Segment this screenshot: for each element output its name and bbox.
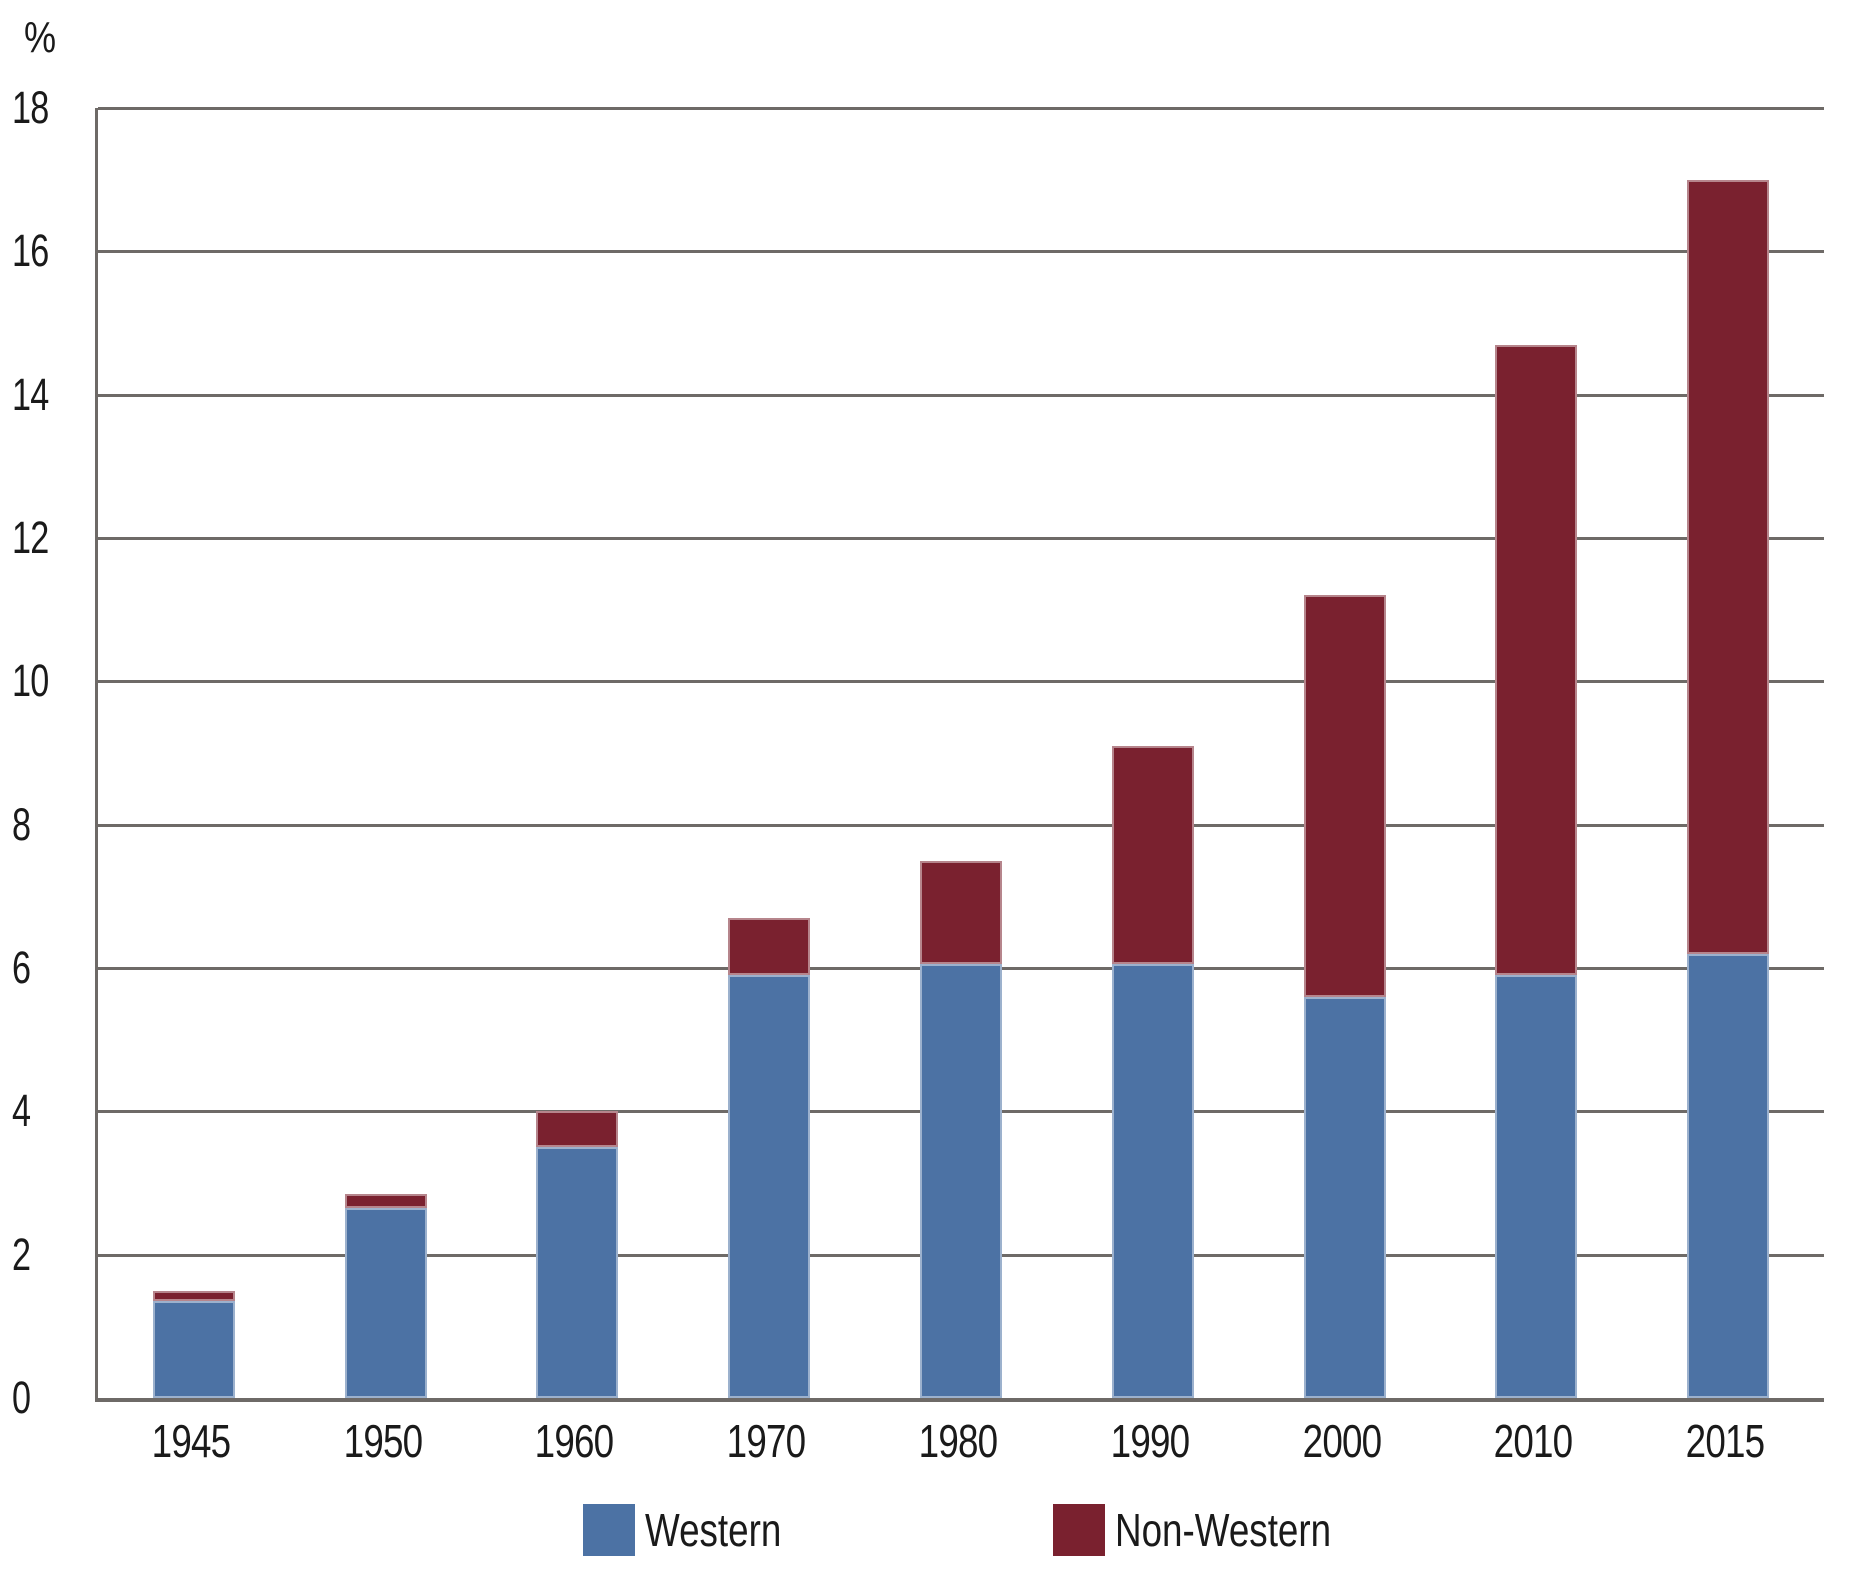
bar-segment-non-western-1950 — [344, 1193, 427, 1209]
x-tick-label-2015: 2015 — [1685, 1415, 1765, 1467]
y-tick-label-4: 4 — [12, 1085, 31, 1137]
bar-segment-western-1945 — [152, 1301, 235, 1398]
bar-1945 — [152, 1290, 235, 1398]
bar-1970 — [728, 917, 811, 1398]
y-tick-label-0: 0 — [12, 1372, 31, 1423]
bar-segment-non-western-1960 — [536, 1111, 619, 1148]
non-western-legend-label: Non-Western — [1115, 1504, 1332, 1556]
bar-segment-western-1990 — [1111, 964, 1194, 1398]
y-tick-label-2: 2 — [12, 1228, 31, 1280]
y-tick-label-16: 16 — [12, 225, 49, 277]
non-western-legend-swatch — [1053, 1504, 1105, 1556]
x-tick-label-1960: 1960 — [535, 1415, 614, 1467]
gridline-12 — [98, 537, 1824, 540]
bar-segment-western-2000 — [1303, 996, 1386, 1398]
y-tick-label-10: 10 — [12, 655, 49, 707]
bar-1980 — [920, 860, 1002, 1398]
legend-item-western: Western — [583, 1503, 815, 1557]
y-tick-label-6: 6 — [12, 942, 31, 993]
bar-segment-western-2010 — [1495, 975, 1578, 1398]
bar-segment-western-1950 — [344, 1208, 427, 1398]
x-tick-label-1990: 1990 — [1110, 1415, 1190, 1467]
bar-segment-non-western-1980 — [920, 860, 1002, 965]
gridline-10 — [98, 680, 1824, 684]
bar-2015 — [1687, 179, 1770, 1398]
bar-segment-western-1960 — [536, 1147, 619, 1398]
y-tick-label-12: 12 — [12, 512, 49, 563]
gridline-16 — [98, 250, 1824, 254]
x-tick-label-1950: 1950 — [343, 1415, 422, 1467]
western-legend-swatch — [583, 1504, 635, 1556]
gridline-18 — [98, 107, 1824, 110]
bar-segment-non-western-2000 — [1303, 595, 1386, 997]
bar-1960 — [536, 1111, 619, 1398]
x-tick-label-2000: 2000 — [1302, 1415, 1381, 1467]
y-axis-unit-label: % — [24, 13, 56, 62]
x-tick-label-1970: 1970 — [726, 1415, 806, 1467]
bar-segment-non-western-1990 — [1111, 745, 1194, 965]
western-legend-label: Western — [645, 1504, 782, 1556]
bar-segment-western-1980 — [920, 964, 1002, 1398]
bar-segment-non-western-2015 — [1687, 179, 1770, 954]
plot-area — [95, 107, 1824, 1402]
bar-segment-western-1970 — [728, 975, 811, 1398]
bar-2000 — [1303, 595, 1386, 1398]
y-tick-label-8: 8 — [12, 798, 31, 850]
y-tick-label-14: 14 — [12, 368, 49, 420]
legend-item-non-western: Non-Western — [1053, 1503, 1385, 1557]
x-tick-label-1945: 1945 — [151, 1415, 231, 1467]
bar-segment-non-western-1945 — [152, 1290, 235, 1302]
bar-segment-non-western-2010 — [1495, 344, 1578, 976]
x-tick-label-2010: 2010 — [1493, 1415, 1573, 1467]
y-tick-label-18: 18 — [12, 82, 49, 133]
x-tick-label-1980: 1980 — [918, 1415, 998, 1467]
bar-segment-non-western-1970 — [728, 917, 811, 976]
bar-1990 — [1111, 745, 1194, 1398]
gridline-8 — [98, 823, 1824, 827]
bar-segment-western-2015 — [1687, 953, 1770, 1398]
bar-1950 — [344, 1193, 427, 1398]
bar-2010 — [1495, 344, 1578, 1398]
gridline-14 — [98, 393, 1824, 397]
